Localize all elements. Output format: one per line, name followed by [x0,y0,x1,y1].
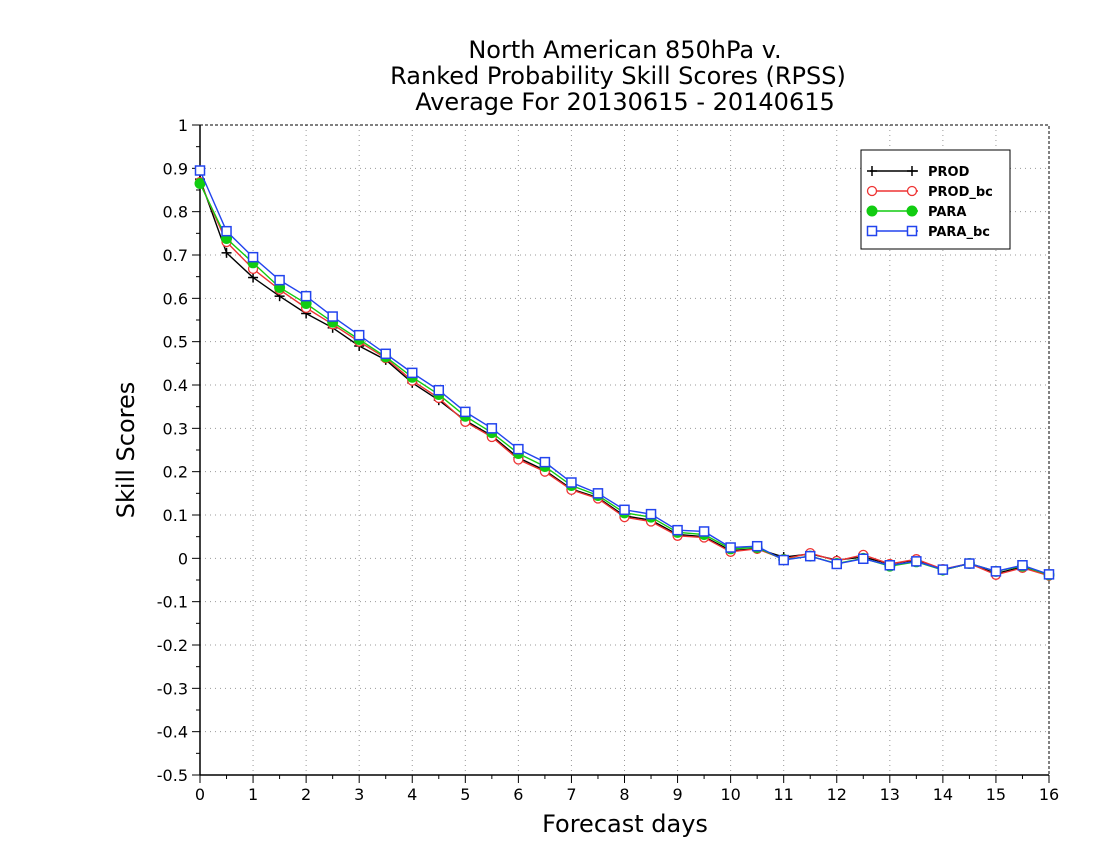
data-point [221,247,232,258]
data-point [460,406,471,418]
legend: PROD PROD_bc PARA PARA_bc [860,149,1011,250]
legend-entry-prod-bc: PROD_bc [866,185,993,200]
y-tick-label: -0.3 [157,679,188,698]
x-axis-label: Forecast days [542,810,708,838]
data-point [248,272,259,283]
data-point [672,524,683,536]
legend-box [860,149,1011,250]
legend-marker-left [866,205,878,217]
data-point [619,504,630,516]
x-tick-label: 10 [720,785,740,804]
data-point [884,560,896,571]
legend-entry-para-bc: PARA_bc [866,225,990,240]
data-series [194,165,1055,581]
data-point [247,251,259,263]
legend-marker-left [867,166,877,176]
data-point [911,556,922,567]
y-axis-label: Skill Scores [112,382,140,519]
data-point [300,290,312,302]
data-point [221,225,232,237]
legend-label: PARA [928,205,966,220]
data-point [778,554,789,566]
x-tick-label: 16 [1039,785,1059,804]
x-tick-label: 11 [774,785,794,804]
y-tick-label: 0.4 [163,376,188,395]
x-tick-label: 4 [407,785,417,804]
y-tick-label: 0.8 [163,203,188,222]
y-tick-label: 0.2 [163,463,188,482]
y-tick-label: 0.3 [163,419,188,438]
legend-label: PROD [928,165,970,180]
chart-title-line-2: Ranked Probability Skill Scores (RPSS) [390,62,846,90]
data-point [513,443,524,455]
data-point [539,456,551,468]
y-tick-label: -0.1 [157,593,188,612]
y-tick-label: 0.9 [163,159,188,178]
x-tick-label: 12 [827,785,847,804]
data-point [407,367,418,379]
legend-entry-para: PARA [866,205,966,220]
x-tick-label: 15 [986,785,1006,804]
data-point [592,488,604,499]
x-tick-label: 14 [933,785,953,804]
legend-marker-right [907,166,917,176]
legend-label: PROD_bc [928,185,993,200]
data-point [486,423,498,434]
x-tick-label: 8 [619,785,629,804]
data-point [566,477,577,488]
data-point [274,274,285,286]
data-point [831,558,842,570]
data-point [645,508,657,520]
data-point [1043,569,1055,580]
chart-title: North American 850hPa v. Ranked Probabil… [390,36,846,116]
y-tick-label: 0 [178,549,188,568]
chart-title-line-3: Average For 20130615 - 20140615 [415,88,835,116]
x-tick-label: 7 [566,785,576,804]
y-tick-label: -0.2 [157,636,188,655]
chart-title-line-1: North American 850hPa v. [468,36,781,64]
x-tick-label: 1 [248,785,258,804]
y-tick-label: 0.7 [163,246,188,265]
data-point [353,329,365,341]
x-tick-label: 0 [195,785,205,804]
series-para-bc [194,165,1055,580]
legend-marker-right [906,225,918,237]
data-point [194,165,206,176]
data-point [990,566,1002,577]
data-point [804,550,816,562]
data-point [698,526,710,537]
data-point [858,553,869,565]
data-point [751,540,763,552]
x-tick-label: 9 [672,785,682,804]
x-tick-label: 13 [880,785,900,804]
legend-marker-right [906,205,918,217]
legend-entry-prod: PROD [867,165,970,180]
y-tick-label: 1 [178,116,188,135]
data-point [1017,560,1028,571]
data-point [433,384,445,396]
y-tick-label: 0.1 [163,506,188,525]
x-tick-label: 2 [301,785,311,804]
legend-marker-left [866,225,878,237]
data-point [725,542,736,553]
legend-marker-left [866,185,878,197]
x-tick-label: 6 [513,785,523,804]
legend-label: PARA_bc [928,225,990,240]
y-tick-label: 0.6 [163,289,188,308]
data-point [380,348,391,360]
x-tick-label: 3 [354,785,364,804]
y-tick-label: -0.4 [157,723,188,742]
data-point [964,558,975,569]
data-point [937,564,949,575]
x-tick-label: 5 [460,785,470,804]
data-point [327,311,338,322]
axes: 0 1 2 3 4 5 6 7 8 9 10 11 12 13 14 15 16-0.5-0.4-0.3-0.2… [157,116,1059,804]
y-tick-label: 0.5 [163,333,188,352]
legend-marker-right [906,185,918,197]
y-tick-label: -0.5 [157,766,188,785]
